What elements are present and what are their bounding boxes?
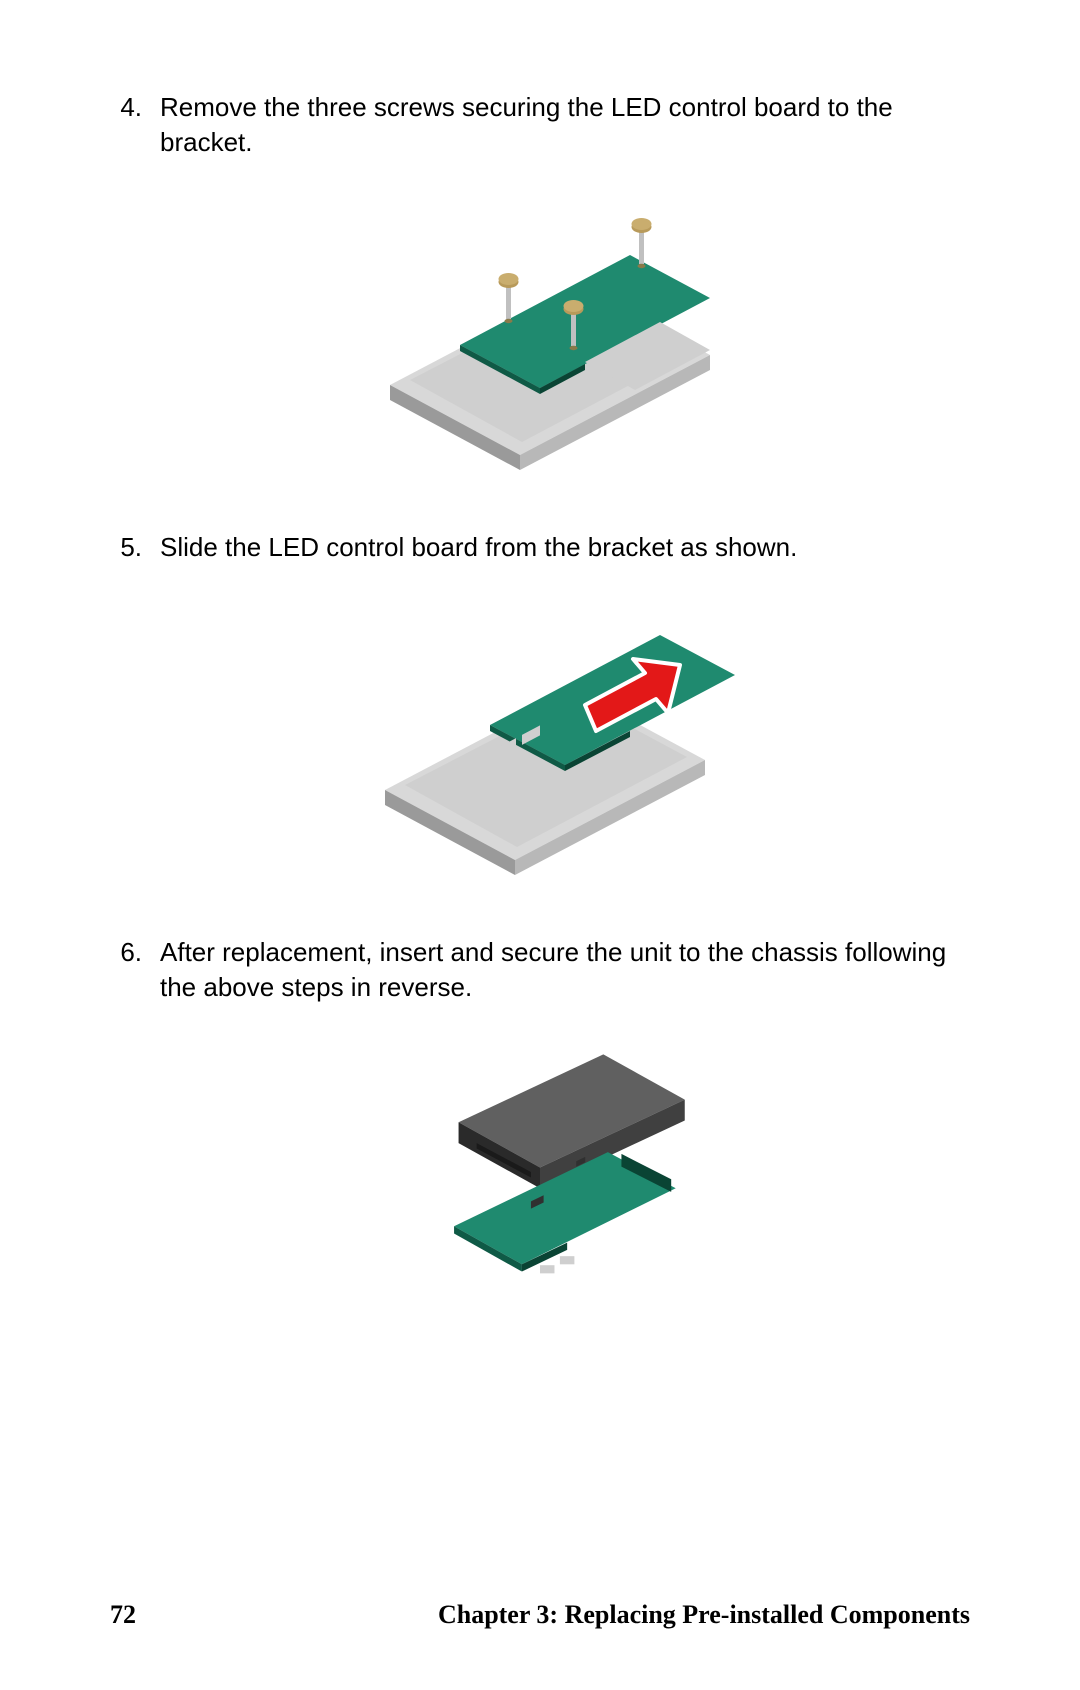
illustration-reassembled — [350, 1035, 730, 1300]
chapter-title: Chapter 3: Replacing Pre-installed Compo… — [438, 1600, 970, 1630]
illustration-remove-screws — [330, 190, 750, 480]
figure-step-4 — [110, 190, 970, 480]
step-4: 4. Remove the three screws securing the … — [110, 90, 970, 160]
page-footer: 72 Chapter 3: Replacing Pre-installed Co… — [110, 1600, 970, 1630]
document-page: 4. Remove the three screws securing the … — [0, 0, 1080, 1690]
step-5: 5. Slide the LED control board from the … — [110, 530, 970, 565]
figure-step-5 — [110, 595, 970, 885]
step-text: After replacement, insert and secure the… — [160, 935, 970, 1005]
figure-step-6 — [110, 1035, 970, 1300]
page-number: 72 — [110, 1600, 136, 1630]
step-6: 6. After replacement, insert and secure … — [110, 935, 970, 1005]
step-text: Slide the LED control board from the bra… — [160, 530, 970, 565]
step-number: 5. — [110, 530, 160, 565]
illustration-slide-board — [330, 595, 750, 885]
step-number: 4. — [110, 90, 160, 125]
step-text: Remove the three screws securing the LED… — [160, 90, 970, 160]
step-number: 6. — [110, 935, 160, 970]
